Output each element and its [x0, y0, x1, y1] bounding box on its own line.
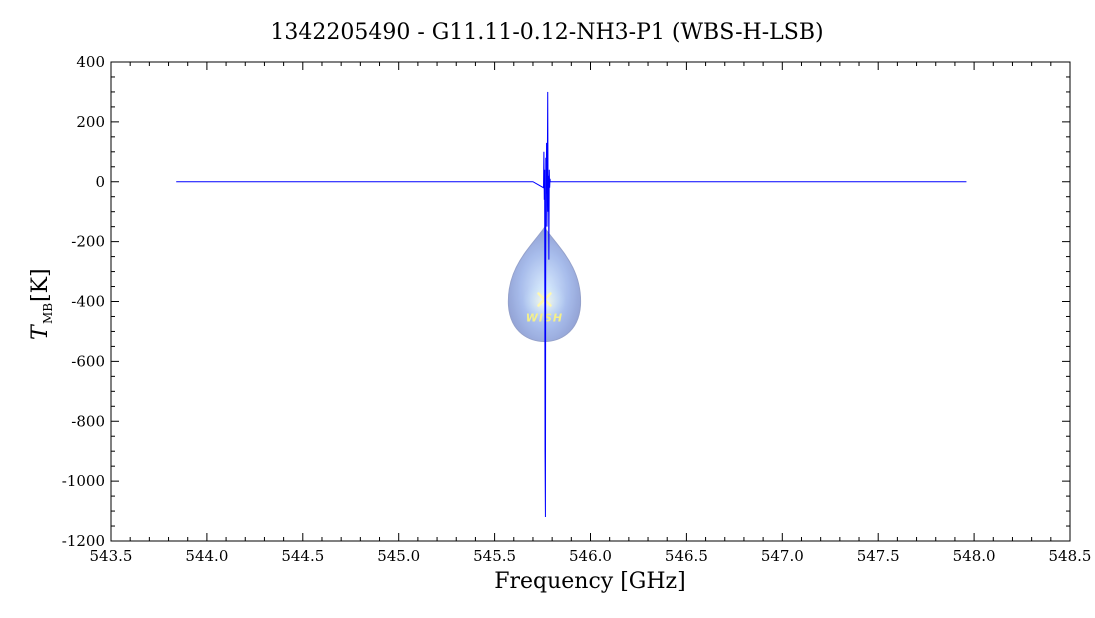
x-tick-label: 545.5 [473, 547, 516, 565]
x-tick-label: 548.5 [1049, 547, 1092, 565]
plot-frame [110, 61, 1071, 542]
wish-logo-text: WISH [526, 311, 563, 324]
x-tick-label: 546.5 [665, 547, 708, 565]
x-tick-labels: 543.5 544.0 544.5 545.0 545.5 546.0 546.5 547.0… [90, 547, 1092, 565]
y-axis-subscript: MB [41, 303, 55, 324]
y-tick-label: 200 [76, 113, 105, 131]
y-tick-label: -600 [71, 352, 105, 370]
y-tick-labels: 400 200 0 -200 -400 -600 -800 -1000 -1200 [62, 53, 105, 550]
x-axis-label: Frequency [GHz] [494, 569, 686, 594]
axes-layer [110, 61, 1071, 542]
x-tick-label: 548.0 [953, 547, 996, 565]
y-axis-symbol: T [28, 323, 53, 340]
y-axis-label: T MB [K] [28, 268, 55, 340]
y-tick-label: 0 [95, 173, 105, 191]
x-tick-label: 544.5 [281, 547, 324, 565]
y-tick-label: -800 [71, 412, 105, 430]
x-tick-label: 544.0 [185, 547, 228, 565]
x-tick-label: 547.5 [857, 547, 900, 565]
x-tick-label: 547.0 [761, 547, 804, 565]
y-tick-label: -1000 [62, 472, 105, 490]
chart-title: 1342205490 - G11.11-0.12-NH3-P1 (WBS-H-L… [270, 20, 823, 45]
x-tick-label: 546.0 [569, 547, 612, 565]
y-tick-label: 400 [76, 53, 105, 71]
x-tick-label: 545.0 [377, 547, 420, 565]
x-tick-label: 543.5 [90, 547, 133, 565]
y-tick-label: -1200 [62, 532, 105, 550]
series-layer [176, 91, 967, 518]
y-axis-unit: [K] [28, 268, 53, 302]
series-line-1 [176, 91, 967, 518]
y-tick-label: -200 [71, 233, 105, 251]
y-tick-label: -400 [71, 293, 105, 311]
